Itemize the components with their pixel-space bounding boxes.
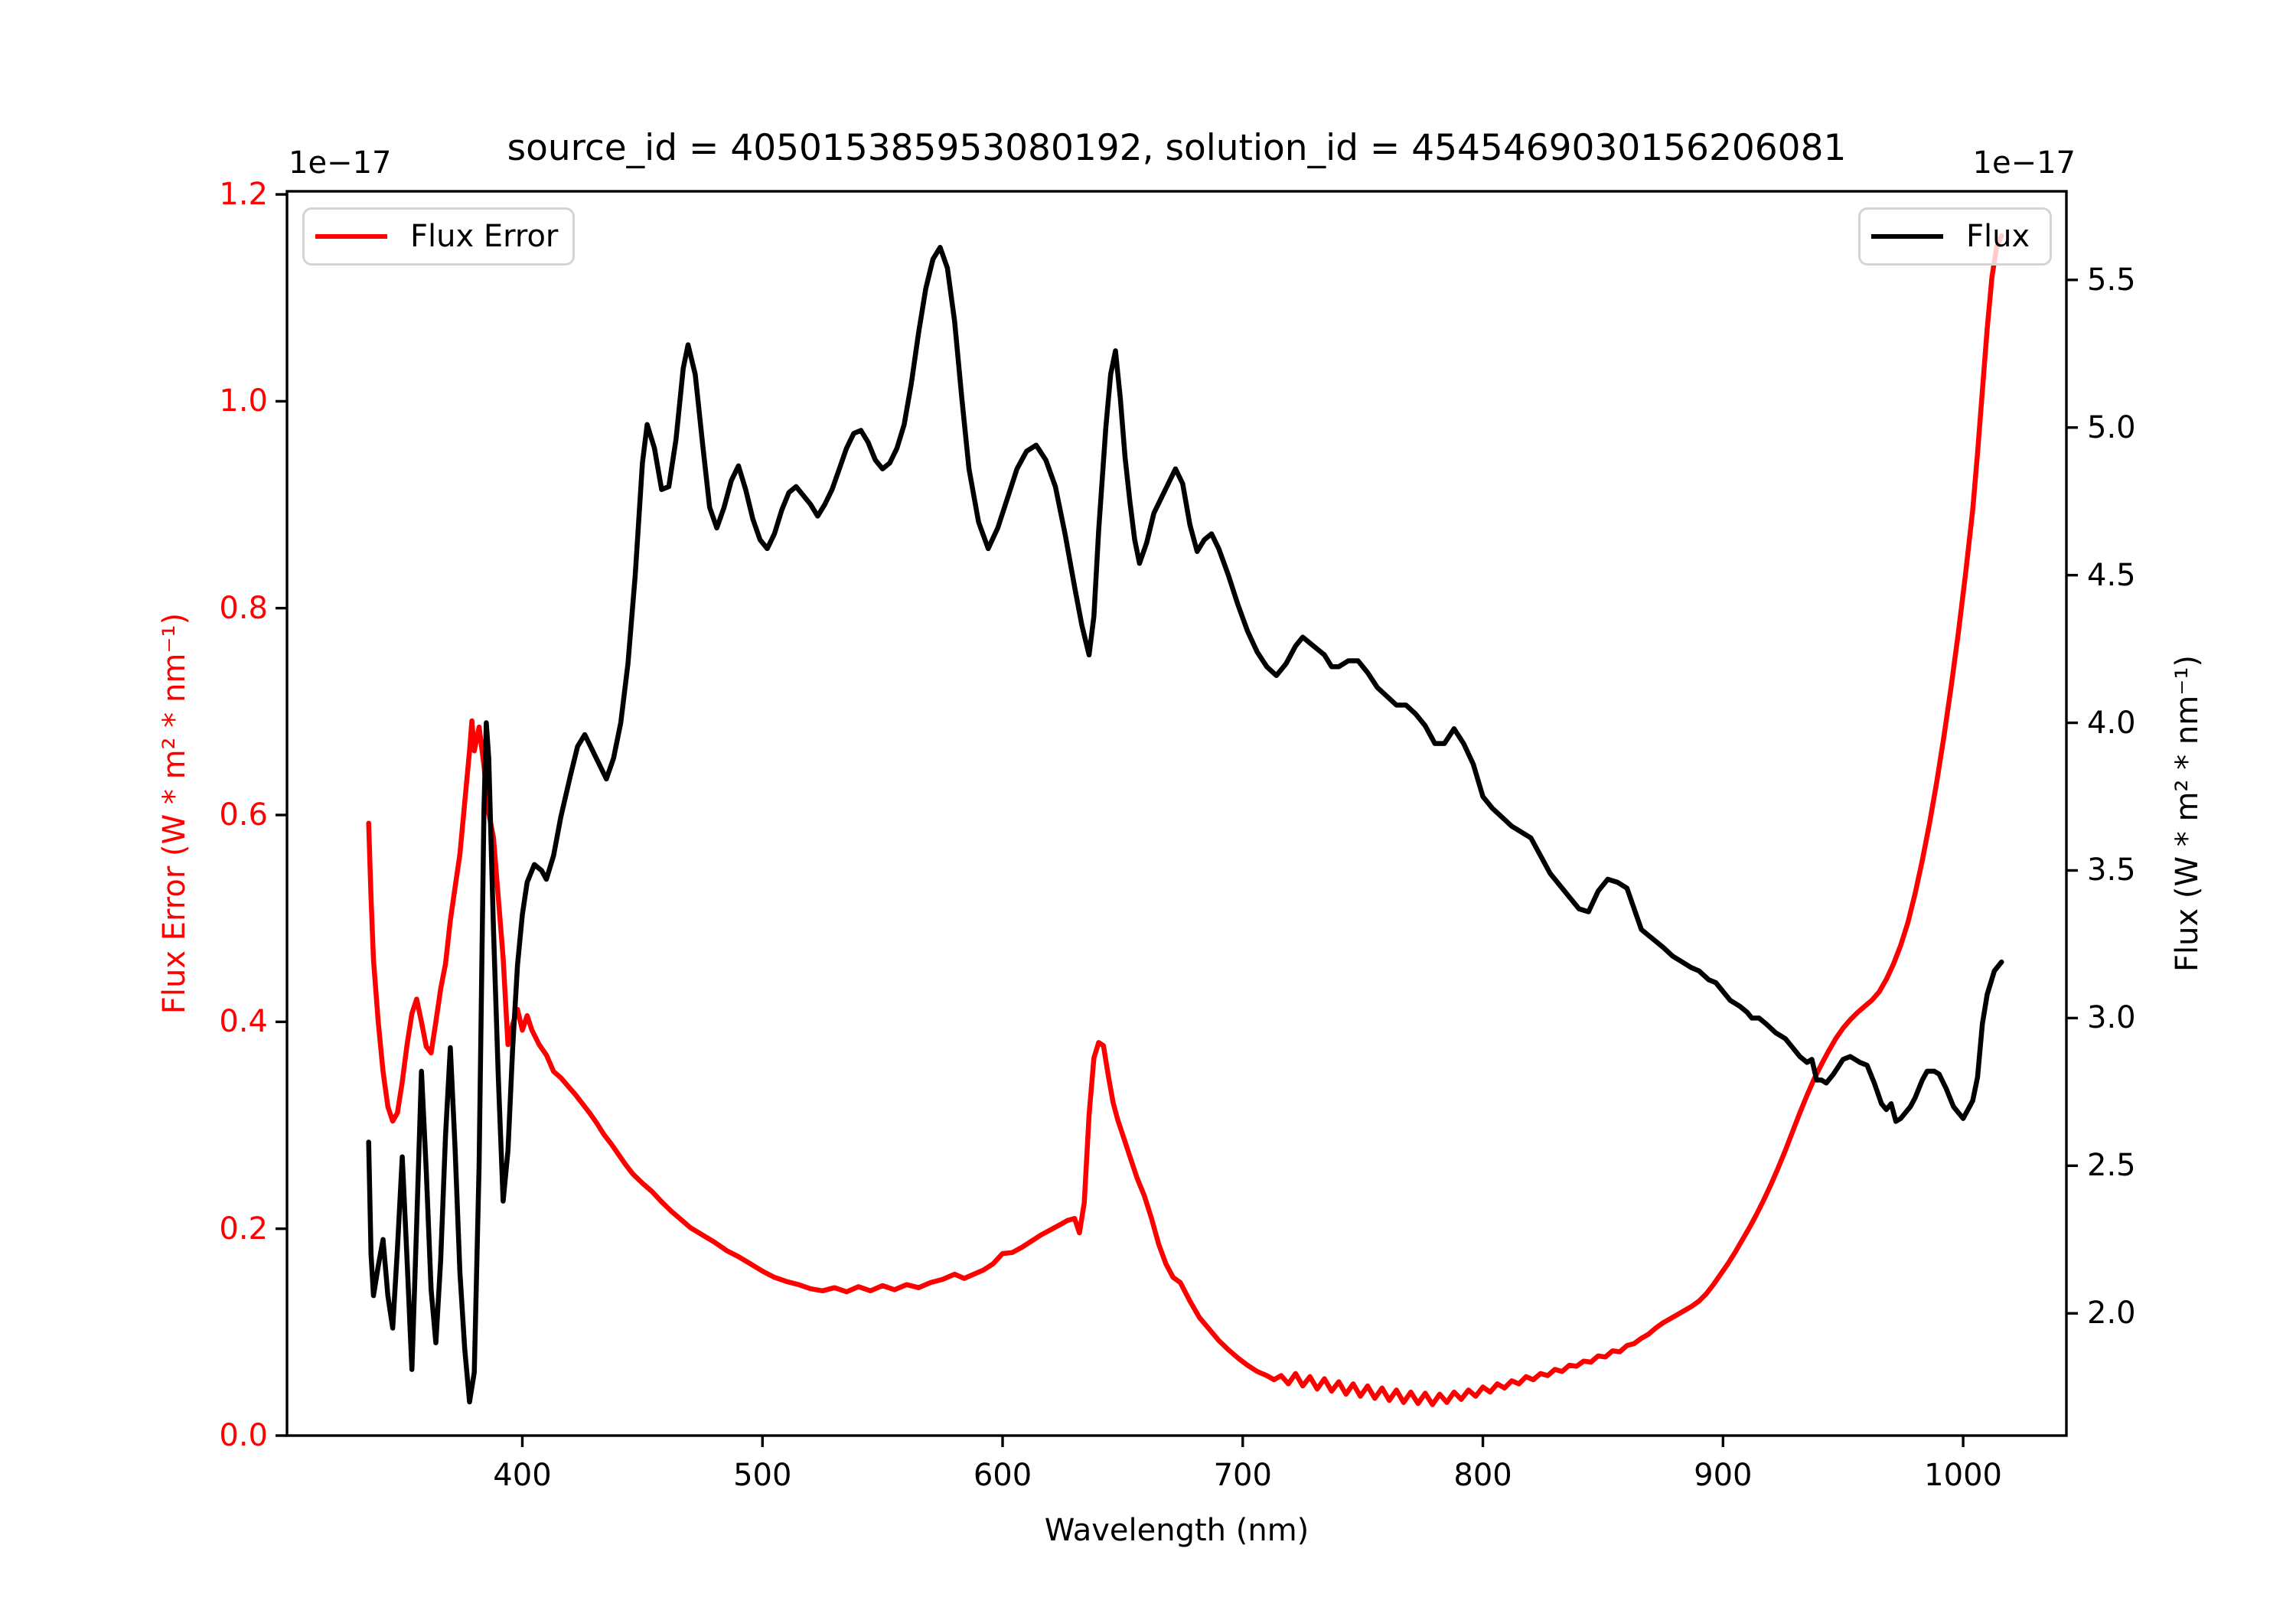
x-tick-label: 1000 (1924, 1458, 2002, 1493)
right-y-tick-label: 4.5 (2087, 557, 2136, 593)
right-y-tick-label: 4.0 (2087, 705, 2136, 741)
plot-title: source_id = 405015385953080192, solution… (507, 127, 1847, 169)
legend-flux: Flux (1858, 207, 2052, 266)
right-y-tick-label: 2.5 (2087, 1148, 2136, 1184)
axes-spines (285, 190, 2068, 1437)
flux-legend-line-icon (1871, 234, 1943, 239)
left-y-tick-label: 0.6 (219, 797, 268, 833)
flux-error-legend-label: Flux Error (410, 219, 559, 254)
x-tick-label: 800 (1453, 1458, 1512, 1493)
right-y-tick-label: 3.5 (2087, 852, 2136, 888)
x-axis-title: Wavelength (nm) (1044, 1513, 1309, 1548)
right-y-tick-label: 5.5 (2087, 262, 2136, 298)
flux-error-series-line (366, 233, 2004, 1407)
left-y-tick-label: 1.2 (219, 177, 268, 213)
right-y-tick-label: 2.0 (2087, 1296, 2136, 1332)
x-tick-label: 700 (1213, 1458, 1272, 1493)
x-tick-label: 500 (733, 1458, 792, 1493)
x-tick-label: 900 (1694, 1458, 1753, 1493)
x-tick-label: 600 (973, 1458, 1032, 1493)
left-y-tick-label: 1.0 (219, 383, 268, 419)
right-y-tick-label: 5.0 (2087, 409, 2136, 445)
flux-series-line (366, 245, 2004, 1405)
legend-flux-error: Flux Error (302, 207, 575, 266)
left-axis-offset-label: 1e−17 (289, 145, 392, 181)
flux-legend-label: Flux (1966, 219, 2030, 254)
right-axis-offset-label: 1e−17 (1972, 145, 2076, 181)
left-y-tick-label: 0.4 (219, 1004, 268, 1040)
left-y-tick-label: 0.0 (219, 1418, 268, 1453)
flux-error-legend-line-icon (315, 234, 387, 239)
right-y-tick-label: 3.0 (2087, 1000, 2136, 1036)
left-y-tick-label: 0.2 (219, 1211, 268, 1247)
left-y-tick-label: 0.8 (219, 590, 268, 626)
x-tick-label: 400 (493, 1458, 552, 1493)
